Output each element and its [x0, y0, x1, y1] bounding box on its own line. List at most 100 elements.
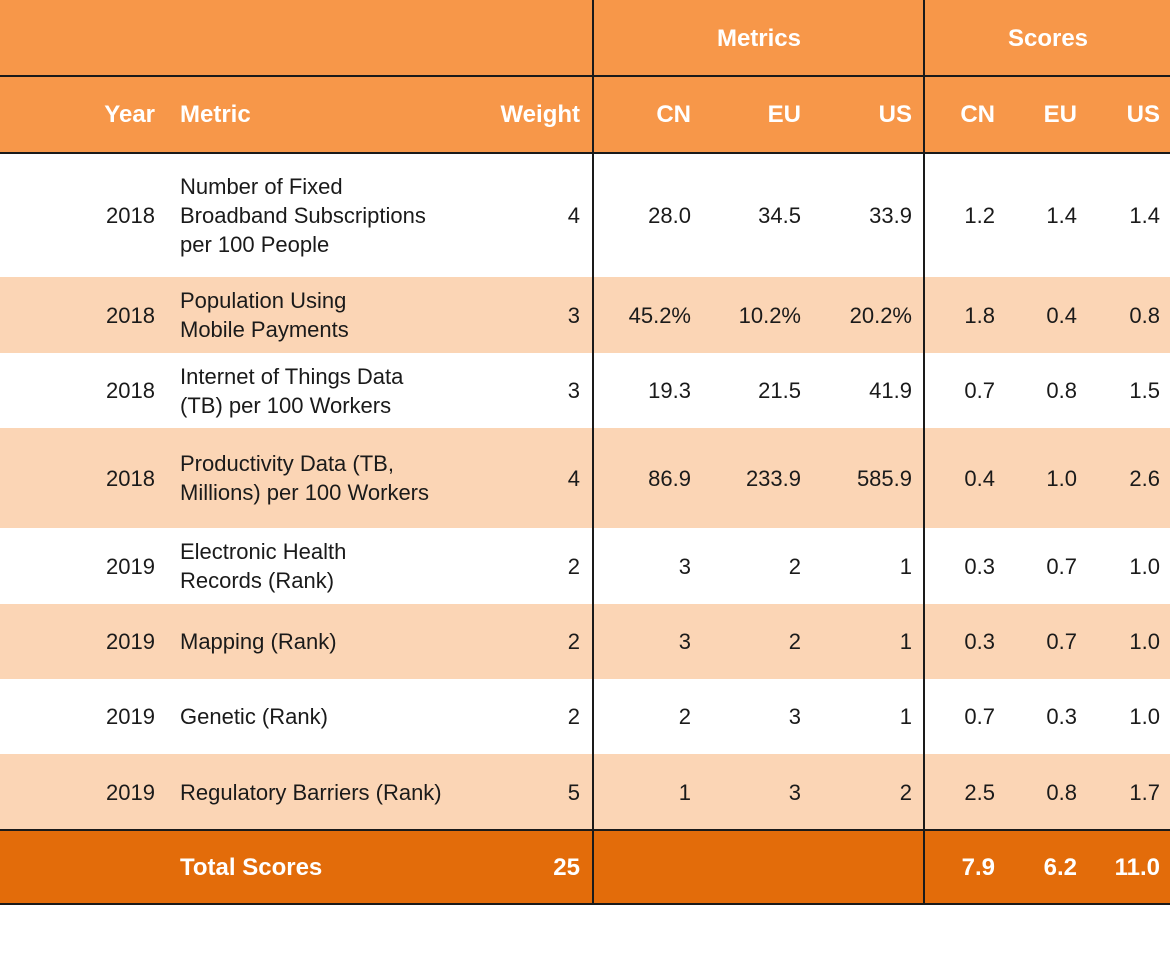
cell-metric-us: 1 — [899, 704, 912, 729]
cell-metric-eu: 34.5 — [758, 202, 801, 228]
cell-metric: Mapping (Rank) — [180, 604, 480, 679]
total-score-eu: 6.2 — [1043, 854, 1077, 881]
metric-line: Number of Fixed — [180, 173, 343, 199]
metric-line: Genetic (Rank) — [180, 704, 328, 729]
table-row: 2018 Number of Fixed Broadband Subscriptio… — [0, 153, 1170, 277]
metric-text: Mapping (Rank) — [180, 627, 337, 656]
cell-score-eu: 0.8 — [1046, 779, 1077, 805]
total-weight: 25 — [553, 854, 580, 881]
cell-metric-cn: 19.3 — [648, 378, 691, 403]
cell-score-us: 1.0 — [1129, 553, 1160, 579]
metric-text: Regulatory Barriers (Rank) — [180, 778, 442, 807]
scores-table: Metrics Scores Year Metric Weight CN EU … — [0, 0, 1170, 905]
metric-text: Genetic (Rank) — [180, 702, 328, 731]
metric-text: Population Using Mobile Payments — [180, 286, 349, 344]
metric-text: Electronic Health Records (Rank) — [180, 537, 346, 595]
cell-score-cn: 0.3 — [964, 553, 995, 579]
cell-score-us: 1.0 — [1129, 629, 1160, 654]
group-header-row: Metrics Scores — [0, 0, 1170, 76]
metric-line: Millions) per 100 Workers — [180, 480, 430, 505]
table-row: 2019 Regulatory Barriers (Rank) 5 1 3 2 2.5 0.8… — [0, 754, 1170, 830]
metric-text: Productivity Data (TB, Millions) per 100 … — [180, 449, 429, 507]
cell-metric-eu: 233.9 — [745, 465, 801, 491]
cell-weight: 4 — [567, 465, 580, 491]
cell-score-us: 1.4 — [1129, 202, 1160, 228]
col-score-us: US — [1126, 101, 1160, 128]
cell-metric-eu: 2 — [788, 629, 801, 654]
cell-metric-us: 41.9 — [869, 378, 912, 403]
metric-line: Electronic Health — [180, 539, 347, 564]
cell-score-eu: 0.4 — [1046, 302, 1077, 328]
table-row: 2019 Genetic (Rank) 2 2 3 1 0.7 0.3 1.0 — [0, 679, 1170, 754]
metric-line: Population Using — [180, 288, 347, 313]
cell-score-eu: 0.8 — [1046, 378, 1077, 403]
col-metric-eu: EU — [767, 101, 801, 128]
cell-metric-cn: 1 — [678, 779, 691, 805]
col-metric: Metric — [180, 101, 251, 128]
metric-line: Productivity Data (TB, — [180, 451, 394, 476]
cell-weight: 3 — [567, 378, 580, 403]
total-label: Total Scores — [180, 854, 323, 881]
cell-metric: Population Using Mobile Payments — [180, 277, 480, 353]
body-top-rule — [0, 152, 1170, 154]
metric-text: Internet of Things Data (TB) per 100 Work… — [180, 362, 403, 420]
cell-metric-eu: 3 — [788, 704, 801, 729]
cell-score-us: 1.5 — [1129, 378, 1160, 403]
metrics-left-rule — [592, 0, 594, 905]
cell-score-cn: 1.8 — [964, 302, 995, 328]
cell-score-cn: 0.7 — [964, 704, 995, 729]
metric-line: per 100 People — [180, 231, 330, 257]
total-score-cn: 7.9 — [961, 854, 995, 881]
cell-year: 2018 — [106, 378, 155, 403]
metric-line: Records (Rank) — [180, 568, 335, 593]
cell-metric-us: 33.9 — [869, 202, 912, 228]
cell-metric-cn: 3 — [678, 553, 691, 579]
cell-weight: 4 — [567, 202, 580, 228]
cell-score-us: 1.7 — [1129, 779, 1160, 805]
table-row: 2018 Productivity Data (TB, Millions) per … — [0, 428, 1170, 528]
metric-line: Regulatory Barriers (Rank) — [180, 779, 442, 805]
cell-score-cn: 1.2 — [964, 202, 995, 228]
cell-metric: Regulatory Barriers (Rank) — [180, 754, 480, 830]
cell-metric-eu: 21.5 — [758, 378, 801, 403]
table-row: 2018 Internet of Things Data (TB) per 100 … — [0, 353, 1170, 428]
cell-weight: 3 — [567, 302, 580, 328]
cell-score-us: 0.8 — [1129, 302, 1160, 328]
cell-metric-us: 1 — [899, 629, 912, 654]
cell-score-cn: 0.4 — [964, 465, 995, 491]
col-metric-cn: CN — [656, 101, 691, 128]
cell-metric: Productivity Data (TB, Millions) per 100 … — [180, 428, 480, 528]
cell-metric: Genetic (Rank) — [180, 679, 480, 754]
column-header-row: Year Metric Weight CN EU US CN EU US — [0, 76, 1170, 153]
col-score-cn: CN — [960, 101, 995, 128]
cell-metric-cn: 2 — [678, 704, 691, 729]
cell-metric-us: 1 — [899, 553, 912, 579]
cell-weight: 5 — [567, 779, 580, 805]
col-year: Year — [104, 101, 155, 128]
cell-metric-cn: 3 — [678, 629, 691, 654]
cell-score-eu: 0.7 — [1046, 553, 1077, 579]
cell-score-us: 1.0 — [1129, 704, 1160, 729]
cell-metric-cn: 45.2% — [628, 302, 691, 328]
scores-left-rule — [923, 0, 925, 905]
col-metric-us: US — [878, 101, 912, 128]
col-score-eu: EU — [1043, 101, 1077, 128]
cell-weight: 2 — [567, 553, 580, 579]
metrics-group-header: Metrics — [716, 24, 802, 52]
table-row: 2019 Mapping (Rank) 2 3 2 1 0.3 0.7 1.0 — [0, 604, 1170, 679]
cell-year: 2019 — [106, 779, 155, 805]
cell-score-eu: 0.3 — [1046, 704, 1077, 729]
cell-year: 2018 — [106, 465, 155, 491]
header-divider — [0, 75, 1170, 77]
cell-score-eu: 1.4 — [1046, 202, 1077, 228]
total-score-us: 11.0 — [1114, 854, 1160, 881]
total-row: Total Scores 25 7.9 6.2 11.0 — [0, 830, 1170, 905]
cell-year: 2019 — [106, 629, 155, 654]
cell-metric-cn: 28.0 — [648, 202, 691, 228]
cell-score-cn: 0.3 — [964, 629, 995, 654]
total-top-rule — [0, 829, 1170, 831]
cell-score-cn: 0.7 — [964, 378, 995, 403]
table-row: 2018 Population Using Mobile Payments 3 45.2… — [0, 277, 1170, 353]
metric-line: Mobile Payments — [180, 317, 349, 342]
cell-metric: Number of Fixed Broadband Subscriptions pe… — [180, 153, 480, 277]
